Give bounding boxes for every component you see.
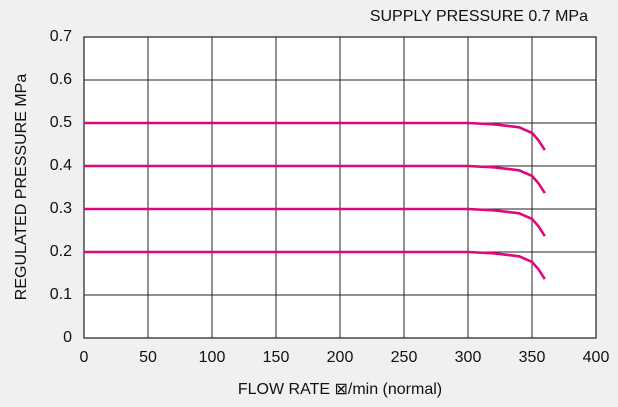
y-tick-label: 0.1 xyxy=(50,286,72,303)
x-tick-label: 0 xyxy=(80,349,89,366)
chart-title: SUPPLY PRESSURE 0.7 MPa xyxy=(370,8,588,25)
x-tick-label: 400 xyxy=(583,349,610,366)
x-tick-label: 300 xyxy=(455,349,482,366)
y-tick-label: 0.6 xyxy=(50,71,72,88)
data-line xyxy=(84,164,546,194)
y-axis-label: REGULATED PRESSURE MPa xyxy=(13,74,30,301)
y-tick-label: 0 xyxy=(63,329,72,346)
x-tick-label: 350 xyxy=(519,349,546,366)
x-tick-label: 100 xyxy=(199,349,226,366)
data-line xyxy=(84,207,546,237)
x-tick-label: 200 xyxy=(327,349,354,366)
data-line xyxy=(84,121,546,151)
y-tick-label: 0.4 xyxy=(50,157,72,174)
data-line xyxy=(84,250,546,280)
x-tick-label: 50 xyxy=(139,349,157,366)
x-tick-label: 150 xyxy=(263,349,290,366)
y-tick-label: 0.5 xyxy=(50,114,72,131)
y-tick-label: 0.2 xyxy=(50,243,72,260)
x-tick-label: 250 xyxy=(391,349,418,366)
y-tick-label: 0.7 xyxy=(50,28,72,45)
y-tick-label: 0.3 xyxy=(50,200,72,217)
x-axis-label: FLOW RATE ⊠/min (normal) xyxy=(238,381,442,398)
